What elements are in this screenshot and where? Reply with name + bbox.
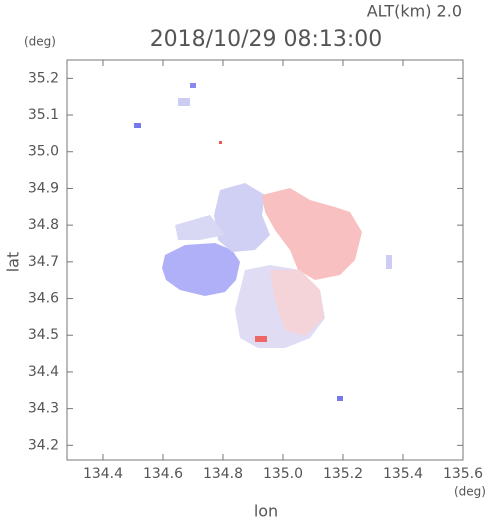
radar-echo <box>134 83 392 401</box>
x-tick-label: 135.2 <box>323 466 363 482</box>
y-tick-label: 35.0 <box>28 144 59 160</box>
y-tick-label: 34.8 <box>28 217 59 233</box>
echo-blue <box>162 243 240 296</box>
echo-dot <box>386 255 392 269</box>
altitude-label: ALT(km) 2.0 <box>367 2 462 21</box>
echo-dot <box>219 141 222 144</box>
echo-pink-south <box>270 270 324 336</box>
echo-pink <box>262 188 362 280</box>
echo-light-blue <box>214 183 270 252</box>
y-tick-label: 34.5 <box>28 327 59 343</box>
y-tick-label: 34.2 <box>28 437 59 453</box>
y-tick-label: 34.7 <box>28 254 59 270</box>
y-unit: (deg) <box>24 35 56 49</box>
echo-dot <box>178 98 190 106</box>
y-tick-label: 35.1 <box>28 107 59 123</box>
x-unit: (deg) <box>454 485 486 499</box>
echo-dot <box>255 336 267 342</box>
echo-dot <box>337 396 343 401</box>
plot-frame <box>66 59 464 461</box>
y-tick-label: 34.9 <box>28 180 59 196</box>
x-tick-label: 134.8 <box>203 466 243 482</box>
y-axis-label: lat <box>4 252 23 273</box>
y-tick-label: 34.6 <box>28 291 59 307</box>
x-tick-label: 134.4 <box>83 466 123 482</box>
x-tick-label: 134.6 <box>143 466 183 482</box>
x-tick-label: 135.6 <box>443 466 483 482</box>
x-axis-label: lon <box>254 502 278 521</box>
x-tick-label: 135.4 <box>383 466 423 482</box>
y-tick-label: 34.3 <box>28 401 59 417</box>
echo-west <box>175 215 225 240</box>
y-tick-label: 34.4 <box>28 364 59 380</box>
chart-title: 2018/10/29 08:13:00 <box>150 27 383 52</box>
echo-dot <box>190 83 196 88</box>
y-tick-label: 35.2 <box>28 70 59 86</box>
x-tick-label: 135.0 <box>263 466 303 482</box>
echo-dot <box>134 123 141 128</box>
